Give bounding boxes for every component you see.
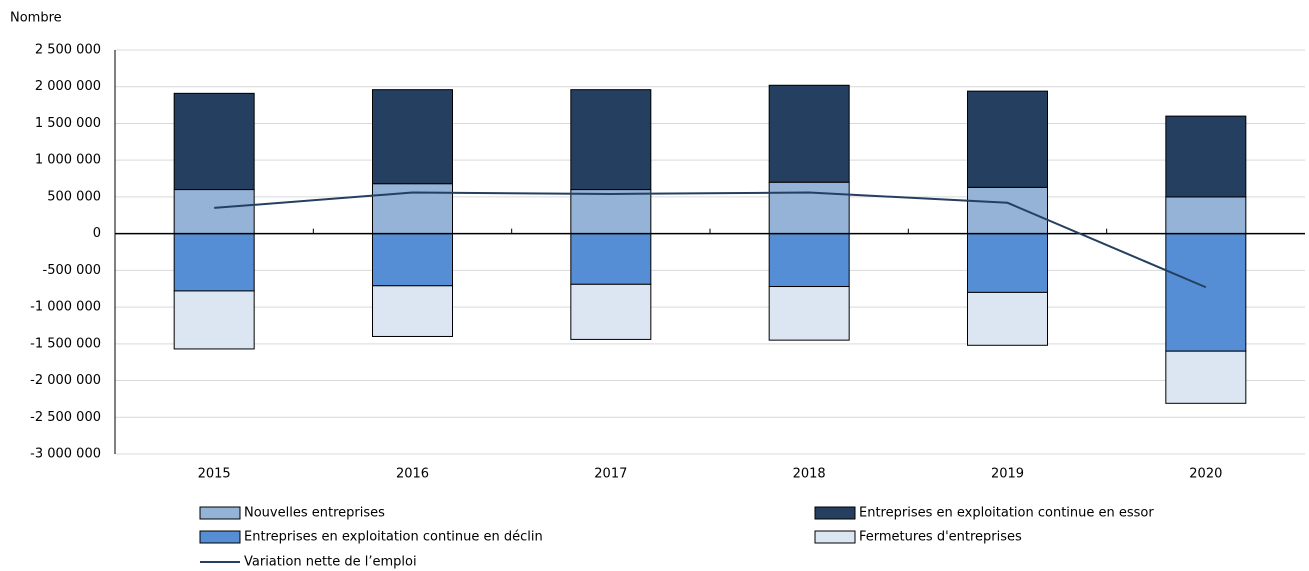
bar-segment (1165, 115, 1247, 198)
legend-swatch (814, 506, 856, 520)
x-tick-label: 2018 (793, 467, 826, 482)
bar-segment (967, 90, 1048, 188)
y-tick-label: -3 000 000 (30, 447, 101, 462)
legend-swatch (199, 530, 241, 544)
bar-segment (768, 233, 850, 288)
y-tick-label: 2 500 000 (35, 43, 101, 58)
y-tick-label: 1 500 000 (35, 116, 101, 131)
x-tick-label: 2020 (1189, 467, 1222, 482)
y-tick-label: -2 500 000 (30, 410, 101, 425)
bar-segment (372, 233, 453, 287)
legend-label: Entreprises en exploitation continue en … (859, 506, 1154, 521)
x-tick-label: 2016 (396, 467, 429, 482)
y-tick-label: 2 000 000 (35, 79, 101, 94)
line-series (214, 191, 1207, 289)
bar-segment (173, 233, 255, 292)
x-tick-label: 2019 (991, 467, 1024, 482)
y-tick-label: 1 000 000 (35, 153, 101, 168)
y-tick-label: 0 (93, 226, 101, 241)
legend-label: Fermetures d'entreprises (859, 530, 1022, 545)
bar-segment (768, 181, 850, 235)
legend-label: Nouvelles entreprises (244, 506, 385, 521)
y-tick-label: -1 000 000 (30, 300, 101, 315)
legend-swatch (814, 530, 856, 544)
y-tick-label: -2 000 000 (30, 373, 101, 388)
bar-segment (1165, 233, 1247, 352)
legend-swatch (199, 506, 241, 520)
y-tick-label: -500 000 (43, 263, 101, 278)
bar-segment (372, 183, 453, 235)
bar-segment (372, 89, 453, 185)
bar-segment (173, 92, 255, 191)
bar-segment (768, 286, 850, 341)
legend-label: Entreprises en exploitation continue en … (244, 530, 543, 545)
bar-segment (372, 285, 453, 337)
legend-label: Variation nette de l’emploi (244, 555, 417, 570)
bar-segment (967, 186, 1048, 235)
bar-segment (768, 84, 850, 183)
bar-segment (570, 89, 652, 191)
y-tick-label: 500 000 (47, 189, 101, 204)
bar-segment (570, 189, 652, 235)
bar-segment (1165, 196, 1247, 235)
bar-segment (570, 233, 652, 285)
bar-segment (570, 283, 652, 340)
bar-segment (173, 189, 255, 235)
bar-segment (967, 233, 1048, 293)
x-tick-label: 2015 (198, 467, 231, 482)
y-axis-title: Nombre (10, 11, 62, 26)
x-tick-label: 2017 (594, 467, 627, 482)
bar-segment (967, 291, 1048, 346)
y-tick-label: -1 500 000 (30, 336, 101, 351)
bar-segment (173, 290, 255, 350)
bar-segment (1165, 350, 1247, 404)
